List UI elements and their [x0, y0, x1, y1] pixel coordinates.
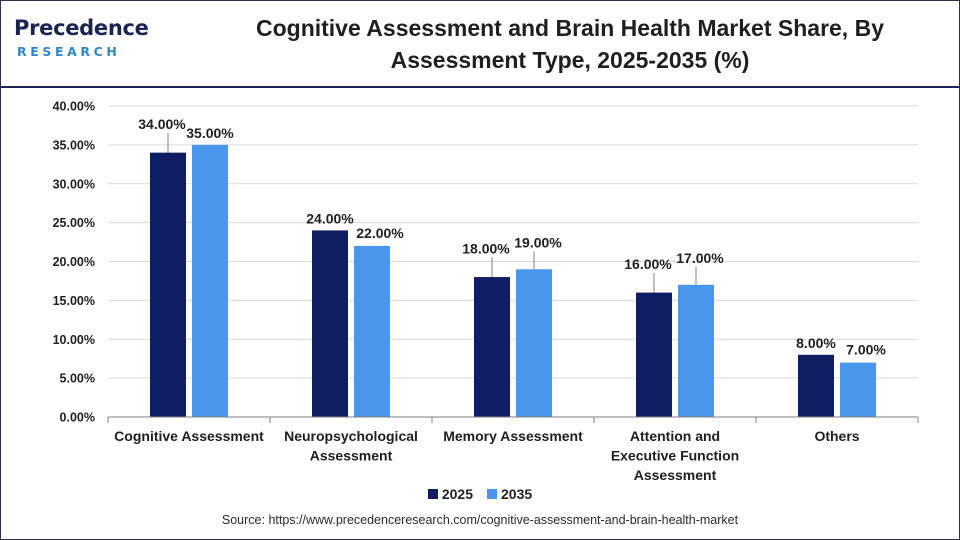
gridlines — [108, 105, 918, 379]
legend-item-2035: 2035 — [487, 486, 532, 502]
y-axis-ticks: 0.00% 5.00% 10.00% 15.00% 20.00% 25.00% 30.00%… — [53, 100, 95, 425]
category-label: Others — [814, 428, 859, 444]
y-tick-label: 30.00% — [53, 177, 95, 191]
x-axis — [107, 416, 919, 423]
data-label-2035: 17.00% — [676, 250, 724, 266]
bar-2035 — [516, 269, 552, 417]
category-label: Attention and Executive Function Assessmen… — [611, 428, 739, 483]
data-label-2035: 35.00% — [186, 125, 234, 141]
y-tick-label: 40.00% — [53, 100, 95, 114]
legend-label-2025: 2025 — [441, 486, 473, 502]
bars — [150, 144, 876, 417]
header: Precedence RESEARCH Cognitive Assessment… — [0, 0, 960, 88]
data-label-2025: 24.00% — [306, 210, 354, 226]
y-tick-label: 5.00% — [60, 372, 95, 386]
logo-subtitle: RESEARCH — [17, 44, 121, 59]
logo: Precedence RESEARCH — [14, 16, 164, 66]
y-tick-label: 25.00% — [53, 216, 95, 230]
category-labels: Cognitive Assessment Neuropsychological As… — [114, 428, 860, 483]
bar-2035 — [354, 245, 390, 417]
y-tick-label: 20.00% — [53, 255, 95, 269]
bar-chart: 0.00% 5.00% 10.00% 15.00% 20.00% 25.00% 30.00%… — [53, 100, 919, 483]
bar-2035 — [840, 362, 876, 417]
bar-2025 — [636, 292, 672, 417]
data-label-2025: 8.00% — [796, 335, 836, 351]
bar-2035 — [678, 284, 714, 417]
data-label-2025: 18.00% — [462, 240, 510, 256]
bar-2025 — [150, 152, 186, 417]
data-label-2035: 22.00% — [356, 225, 404, 241]
data-label-2035: 7.00% — [846, 342, 886, 358]
data-labels: 34.00%35.00% 24.00%22.00% 18.00% 19.00% 16.0… — [138, 116, 886, 358]
category-label: Neuropsychological Assessment — [284, 428, 418, 464]
y-tick-label: 35.00% — [53, 138, 95, 152]
legend-swatch-2025 — [427, 489, 438, 499]
y-tick-label: 10.00% — [53, 333, 95, 347]
data-label-2025: 16.00% — [624, 256, 672, 272]
source-note: Source: https://www.precedenceresearch.c… — [221, 513, 739, 527]
category-label: Memory Assessment — [443, 428, 583, 444]
bar-2025 — [798, 354, 834, 417]
bar-2025 — [474, 277, 510, 417]
chart-title-line-2: Assessment Type, 2025-2035 (%) — [390, 47, 750, 73]
y-tick-label: 15.00% — [53, 294, 95, 308]
bar-2035 — [192, 144, 228, 417]
legend-swatch-2035 — [487, 489, 497, 499]
legend-item-2025: 2025 — [427, 486, 473, 502]
legend-label-2035: 2035 — [501, 486, 533, 502]
chart-title: Cognitive Assessment and Brain Health Ma… — [190, 12, 950, 76]
chart-title-line-1: Cognitive Assessment and Brain Health Ma… — [255, 15, 884, 41]
legend: 2025 2035 — [0, 486, 960, 502]
data-label-2035: 19.00% — [514, 234, 562, 250]
bar-2025 — [312, 230, 348, 417]
logo-wordmark: Precedence — [14, 16, 149, 40]
data-label-2025: 34.00% — [138, 116, 186, 132]
category-label: Cognitive Assessment — [114, 428, 264, 444]
y-tick-label: 0.00% — [60, 411, 95, 425]
